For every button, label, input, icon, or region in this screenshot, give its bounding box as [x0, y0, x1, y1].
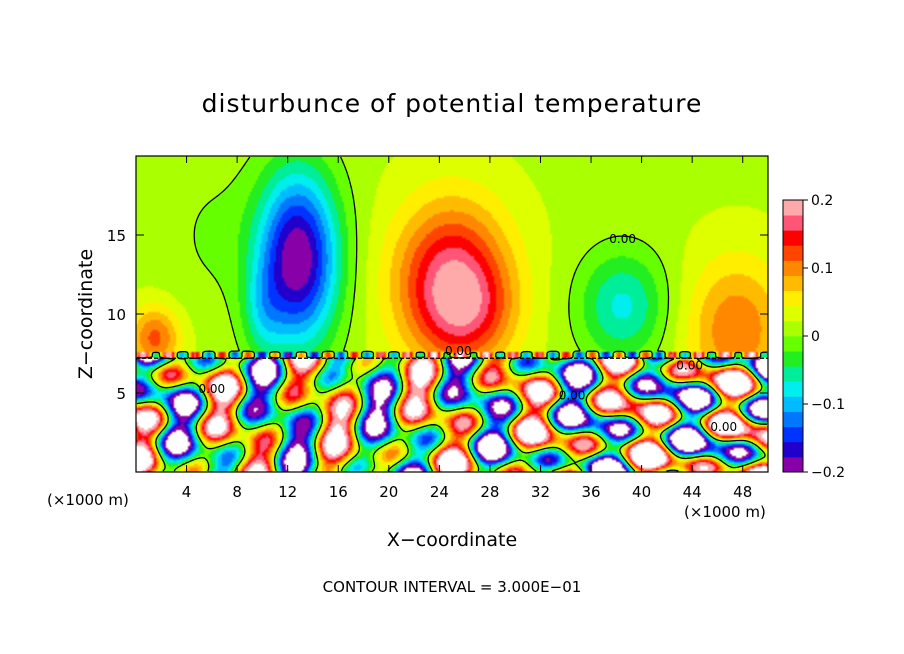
colorbar-tick-label: 0.1 — [811, 261, 833, 277]
y-axis-ticks: 5 10 15 — [107, 227, 768, 403]
colorbar-swatch — [783, 366, 803, 382]
x-tick-label: 24 — [430, 483, 449, 501]
colorbar-tick-label: 0.2 — [811, 193, 833, 209]
x-tick-label: 44 — [683, 483, 702, 501]
x-tick-label: 48 — [733, 483, 752, 501]
contour-labels: 0.00 0.00 0.00 0.00 0.00 0.00 — [198, 232, 737, 434]
x-tick-label: 32 — [531, 483, 550, 501]
heatmap-field — [136, 156, 768, 472]
x-tick-label: 4 — [182, 483, 192, 501]
colorbar-swatch — [783, 260, 803, 276]
x-tick-label: 28 — [480, 483, 499, 501]
colorbar-swatch — [783, 320, 803, 337]
y-tick-label: 5 — [116, 385, 126, 403]
contour-label: 0.00 — [198, 382, 225, 396]
x-tick-label: 16 — [329, 483, 348, 501]
colorbar-swatch — [783, 411, 803, 428]
contour-lines — [136, 156, 768, 472]
contour-label: 0.00 — [609, 232, 636, 246]
colorbar-swatch — [783, 441, 803, 458]
colorbar-swatch — [783, 290, 803, 307]
x-axis-ticks: 4 8 12 16 20 24 28 32 36 40 44 48 — [182, 156, 752, 501]
x-tick-label: 12 — [278, 483, 297, 501]
colorbar-swatch — [783, 381, 803, 397]
colorbar-swatch — [783, 230, 803, 246]
x-axis-unit-left: (×1000 m) — [47, 491, 129, 509]
y-axis-label: Z−coordinate — [75, 249, 97, 379]
colorbar-tick-label: −0.2 — [811, 465, 845, 481]
colorbar-swatch — [783, 336, 803, 352]
colorbar-tick-label: 0 — [811, 329, 820, 345]
contour-label: 0.00 — [710, 420, 737, 434]
contour-label: 0.00 — [445, 344, 472, 358]
colorbar-swatch — [783, 200, 803, 216]
x-axis-label: X−coordinate — [387, 529, 517, 551]
colorbar: 0.2 0.1 0 −0.1 −0.2 — [782, 193, 845, 481]
x-tick-label: 36 — [581, 483, 600, 501]
y-tick-label: 10 — [107, 306, 126, 324]
x-tick-label: 20 — [379, 483, 398, 501]
x-tick-label: 40 — [632, 483, 651, 501]
x-tick-label: 8 — [232, 483, 242, 501]
contour-label: 0.00 — [676, 358, 703, 372]
plot-area: 0.00 0.00 0.00 0.00 0.00 0.00 — [135, 155, 769, 473]
colorbar-tick-label: −0.1 — [811, 397, 845, 413]
colorbar-swatch — [783, 396, 803, 412]
colorbar-swatches — [783, 200, 803, 473]
colorbar-swatch — [783, 215, 803, 231]
colorbar-swatch — [783, 456, 803, 473]
chart-title: disturbunce of potential temperature — [202, 89, 703, 118]
colorbar-swatch — [783, 305, 803, 322]
colorbar-swatch — [783, 245, 803, 261]
colorbar-swatch — [783, 275, 803, 292]
contour-interval-note: CONTOUR INTERVAL = 3.000E−01 — [323, 578, 582, 596]
x-axis-unit-right: (×1000 m) — [684, 503, 766, 521]
colorbar-swatch — [783, 351, 803, 367]
y-tick-label: 15 — [107, 227, 126, 245]
contour-label: 0.00 — [559, 388, 586, 402]
colorbar-ticks: 0.2 0.1 0 −0.1 −0.2 — [803, 193, 845, 481]
colorbar-swatch — [783, 426, 803, 443]
